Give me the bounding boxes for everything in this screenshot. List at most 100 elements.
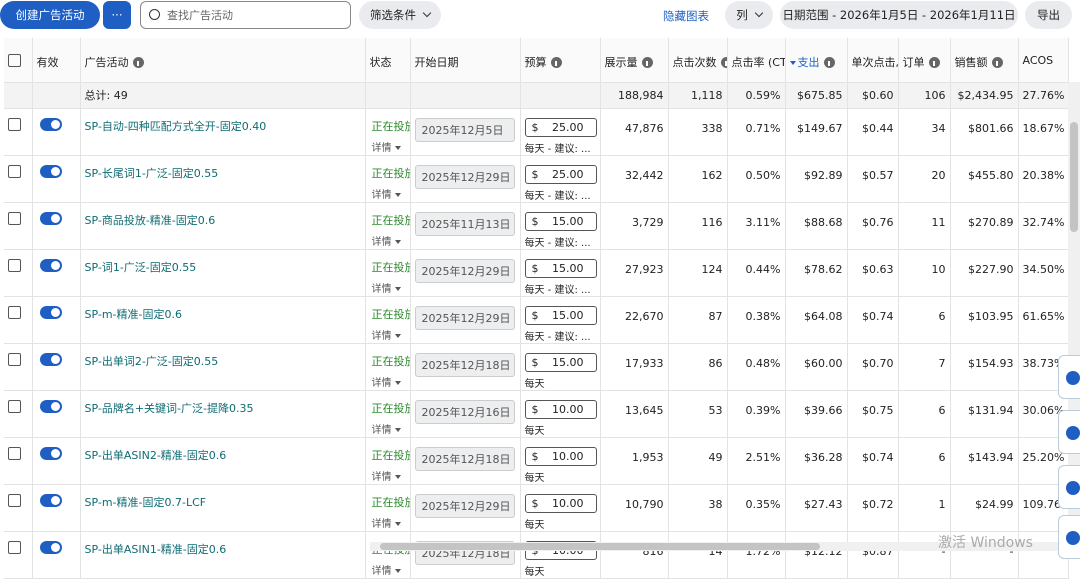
toggle[interactable] bbox=[39, 164, 62, 178]
checkbox[interactable] bbox=[8, 540, 21, 554]
cell bbox=[32, 155, 81, 203]
detail-link[interactable]: 详情 bbox=[372, 280, 406, 295]
filter-button[interactable]: 筛选条件 bbox=[359, 1, 441, 29]
toggle[interactable] bbox=[39, 540, 62, 554]
detail-link[interactable]: 详情 bbox=[372, 562, 406, 577]
cell: SP-出单词2-广泛-固定0.55 bbox=[80, 343, 366, 391]
export-button[interactable]: 导出 bbox=[1025, 1, 1072, 29]
checkbox[interactable] bbox=[8, 117, 21, 131]
checkbox[interactable] bbox=[8, 446, 21, 460]
caret bbox=[394, 521, 401, 526]
campaign-row: SP-长尾词1-广泛-固定0.55正在投放详情2025年12月29日$25.00… bbox=[4, 155, 1069, 203]
header-label: 点击率 (CT bbox=[731, 56, 785, 69]
side-widget[interactable] bbox=[1058, 355, 1080, 399]
start-date: 2025年12月16日 bbox=[414, 399, 515, 424]
metric: $88.68 bbox=[785, 202, 848, 250]
total-metric: $675.85 bbox=[785, 82, 848, 109]
campaign-name[interactable]: SP-品牌名+关键词-广泛-提降0.35 bbox=[84, 401, 254, 415]
campaign-name[interactable]: SP-出单ASIN1-精准-固定0.6 bbox=[84, 542, 227, 556]
checkbox[interactable] bbox=[8, 352, 21, 366]
cell: 正在投放详情 bbox=[365, 484, 411, 532]
campaign-name[interactable]: SP-商品投放-精准-固定0.6 bbox=[84, 213, 216, 227]
budget-note: 每天 bbox=[524, 519, 545, 531]
cell bbox=[32, 343, 81, 391]
metric: 6 bbox=[898, 437, 951, 485]
cell: $10.00 每天 bbox=[520, 484, 601, 532]
search-box[interactable]: 查找广告活动 bbox=[140, 1, 351, 29]
metric: 34 bbox=[898, 108, 951, 156]
checkbox[interactable] bbox=[8, 54, 21, 67]
metric: $0.63 bbox=[847, 249, 899, 297]
budget-input[interactable]: $10.00 bbox=[524, 493, 597, 513]
metric: $0.74 bbox=[847, 437, 899, 485]
budget-input[interactable]: $15.00 bbox=[524, 305, 597, 325]
campaign-name[interactable]: SP-m-精准-固定0.6 bbox=[84, 307, 183, 321]
checkbox[interactable] bbox=[8, 493, 21, 507]
metric: $92.89 bbox=[785, 155, 848, 203]
campaign-name[interactable]: SP-长尾词1-广泛-固定0.55 bbox=[84, 166, 219, 180]
cell bbox=[32, 390, 81, 438]
toggle[interactable] bbox=[39, 352, 62, 366]
toggle[interactable] bbox=[39, 305, 62, 319]
detail-link[interactable]: 详情 bbox=[372, 327, 406, 342]
detail-link[interactable]: 详情 bbox=[372, 468, 406, 483]
total-metric: $0.60 bbox=[847, 82, 899, 109]
cell: 2025年12月16日 bbox=[410, 390, 521, 438]
detail-link[interactable]: 详情 bbox=[372, 186, 406, 201]
side-widget[interactable] bbox=[1058, 515, 1080, 559]
detail-link[interactable]: 详情 bbox=[372, 374, 406, 389]
side-widget[interactable] bbox=[1058, 465, 1080, 509]
campaign-name[interactable]: SP-词1-广泛-固定0.55 bbox=[84, 260, 197, 274]
toggle[interactable] bbox=[39, 493, 62, 507]
budget-input[interactable]: $10.00 bbox=[524, 399, 597, 419]
budget-input[interactable]: $25.00 bbox=[524, 164, 597, 184]
toggle[interactable] bbox=[39, 211, 62, 225]
metric: $0.57 bbox=[847, 155, 899, 203]
toggle[interactable] bbox=[39, 117, 62, 131]
hide-chart-link[interactable]: 隐藏图表 bbox=[663, 9, 709, 23]
detail-link[interactable]: 详情 bbox=[372, 515, 406, 530]
metric: $0.44 bbox=[847, 108, 899, 156]
checkbox[interactable] bbox=[8, 164, 21, 178]
toggle[interactable] bbox=[39, 399, 62, 413]
budget-input[interactable]: $25.00 bbox=[524, 117, 597, 137]
create-button[interactable]: 创建广告活动 bbox=[0, 1, 100, 29]
filter-label: 筛选条件 bbox=[370, 8, 416, 22]
horizontal-scrollbar[interactable] bbox=[370, 542, 1070, 551]
budget-input[interactable]: $15.00 bbox=[524, 211, 597, 231]
start-date: 2025年12月5日 bbox=[414, 117, 515, 142]
budget-value: 25.00 bbox=[552, 120, 584, 134]
checkbox[interactable] bbox=[8, 211, 21, 225]
start-date: 2025年12月29日 bbox=[414, 305, 515, 330]
campaign-name[interactable]: SP-自动-四种匹配方式全开-固定0.40 bbox=[84, 119, 267, 133]
budget-input[interactable]: $10.00 bbox=[524, 446, 597, 466]
side-widget[interactable] bbox=[1058, 410, 1080, 454]
toggle[interactable] bbox=[39, 258, 62, 272]
campaign-name[interactable]: SP-出单词2-广泛-固定0.55 bbox=[84, 354, 219, 368]
detail-link[interactable]: 详情 bbox=[372, 421, 406, 436]
budget-input[interactable]: $15.00 bbox=[524, 352, 597, 372]
budget-input[interactable]: $15.00 bbox=[524, 258, 597, 278]
status: 正在投放 bbox=[371, 260, 410, 274]
columns-label: 列 bbox=[736, 8, 748, 22]
date-range-button[interactable]: 日期范围 - 2026年1月5日 - 2026年1月11日 bbox=[780, 1, 1018, 29]
toggle[interactable] bbox=[39, 446, 62, 460]
columns-button[interactable]: 列 bbox=[725, 1, 773, 29]
header-cell: ACOS bbox=[1018, 38, 1069, 83]
metric: $0.70 bbox=[847, 343, 899, 391]
checkbox[interactable] bbox=[8, 258, 21, 272]
more-button[interactable]: ··· bbox=[103, 1, 131, 29]
metric: 0.71% bbox=[727, 108, 786, 156]
cell: 正在投放详情 bbox=[365, 108, 411, 156]
campaign-name[interactable]: SP-m-精准-固定0.7-LCF bbox=[84, 495, 207, 509]
header-cell: 展示量 bbox=[600, 38, 669, 83]
cell bbox=[32, 108, 81, 156]
info-icon bbox=[550, 57, 562, 68]
checkbox[interactable] bbox=[8, 399, 21, 413]
detail-link[interactable]: 详情 bbox=[372, 139, 406, 154]
detail-link[interactable]: 详情 bbox=[372, 233, 406, 248]
checkbox[interactable] bbox=[8, 305, 21, 319]
currency: $ bbox=[531, 402, 539, 416]
campaign-name[interactable]: SP-出单ASIN2-精准-固定0.6 bbox=[84, 448, 227, 462]
